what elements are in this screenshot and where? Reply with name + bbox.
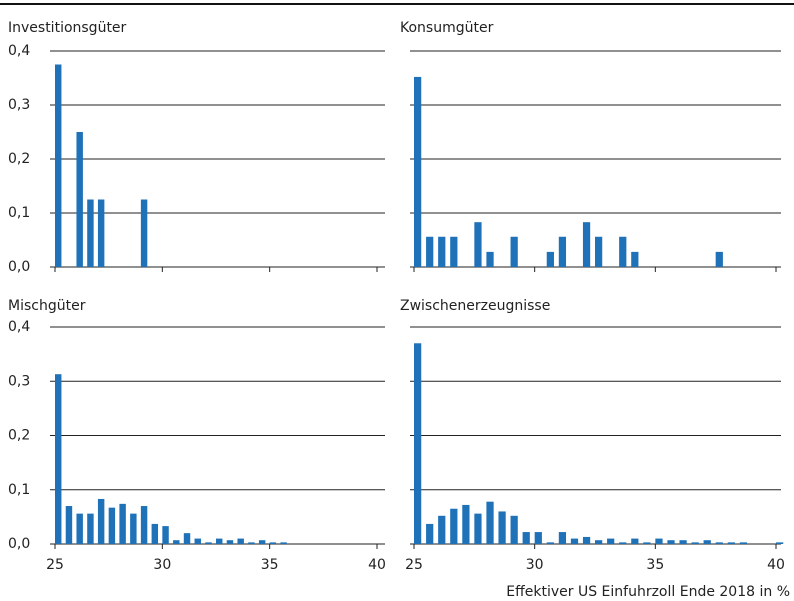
bar bbox=[715, 251, 723, 267]
bar bbox=[474, 513, 482, 544]
y-tick-label: 0,2 bbox=[8, 151, 30, 167]
bar bbox=[631, 251, 639, 267]
bar bbox=[194, 538, 201, 544]
bar bbox=[510, 236, 518, 267]
bar bbox=[87, 513, 94, 544]
bar bbox=[582, 536, 591, 544]
bar bbox=[582, 222, 591, 267]
bar bbox=[248, 542, 255, 544]
x-tick-label: 40 bbox=[368, 557, 386, 573]
bar bbox=[498, 511, 506, 544]
bar bbox=[655, 538, 663, 544]
bar bbox=[486, 251, 494, 267]
bar bbox=[140, 506, 148, 544]
bar bbox=[631, 538, 639, 544]
bar bbox=[558, 532, 567, 544]
bar bbox=[703, 540, 711, 544]
panel-title: Zwischenerzeugnisse bbox=[400, 298, 550, 314]
bar bbox=[162, 526, 169, 544]
bar bbox=[130, 513, 137, 544]
bar bbox=[55, 64, 62, 267]
bar bbox=[183, 533, 191, 544]
bar bbox=[280, 542, 287, 544]
bar bbox=[667, 540, 675, 544]
bar bbox=[76, 513, 83, 544]
bar bbox=[414, 76, 422, 267]
y-tick-label: 0,0 bbox=[8, 259, 30, 275]
bar bbox=[619, 236, 627, 267]
bar bbox=[691, 542, 699, 544]
bar bbox=[546, 542, 554, 544]
bar bbox=[216, 538, 223, 544]
x-tick-label: 30 bbox=[153, 557, 171, 573]
bar bbox=[607, 538, 615, 544]
y-tick-label: 0,1 bbox=[8, 482, 30, 498]
y-tick-label: 0,1 bbox=[8, 205, 30, 221]
bar bbox=[558, 236, 567, 267]
y-tick-label: 0,4 bbox=[8, 43, 30, 59]
bar bbox=[205, 542, 212, 544]
x-tick-label: 30 bbox=[526, 557, 544, 573]
bar bbox=[438, 515, 446, 544]
bar bbox=[595, 236, 603, 267]
bar bbox=[776, 542, 784, 544]
bar bbox=[97, 199, 105, 267]
bar bbox=[643, 542, 651, 544]
y-tick-label: 0,0 bbox=[8, 536, 30, 552]
x-tick-label: 35 bbox=[646, 557, 664, 573]
bar bbox=[450, 508, 458, 544]
bar bbox=[414, 343, 422, 544]
bar bbox=[76, 132, 83, 267]
bar bbox=[426, 236, 434, 267]
x-tick-label: 25 bbox=[46, 557, 64, 573]
bar bbox=[87, 199, 94, 267]
bar bbox=[151, 523, 159, 544]
bar bbox=[534, 532, 542, 544]
panel-title: Konsumgüter bbox=[400, 20, 494, 36]
bar bbox=[522, 532, 530, 544]
bar bbox=[426, 523, 434, 544]
x-axis-label: Effektiver US Einfuhrzoll Ende 2018 in % bbox=[506, 584, 790, 600]
bar bbox=[173, 540, 180, 544]
bar bbox=[462, 504, 470, 544]
bar bbox=[97, 498, 105, 544]
bar bbox=[119, 503, 126, 544]
bar bbox=[679, 540, 687, 544]
bar bbox=[570, 538, 579, 544]
bar bbox=[474, 222, 482, 267]
x-tick-label: 25 bbox=[405, 557, 423, 573]
bar bbox=[108, 507, 116, 544]
bar bbox=[55, 374, 62, 544]
bar bbox=[450, 236, 458, 267]
y-tick-label: 0,4 bbox=[8, 319, 30, 335]
bar bbox=[595, 540, 603, 544]
bar bbox=[510, 515, 518, 544]
y-tick-label: 0,3 bbox=[8, 97, 30, 113]
bar bbox=[226, 540, 234, 544]
panel-title: Investitionsgüter bbox=[8, 20, 127, 36]
bar bbox=[269, 542, 277, 544]
bar bbox=[65, 506, 73, 544]
bar bbox=[258, 540, 266, 544]
bar bbox=[727, 542, 735, 544]
bar bbox=[486, 501, 494, 544]
y-tick-label: 0,3 bbox=[8, 373, 30, 389]
bar bbox=[237, 538, 244, 544]
x-tick-label: 40 bbox=[767, 557, 785, 573]
y-tick-label: 0,2 bbox=[8, 428, 30, 444]
bar bbox=[438, 236, 446, 267]
bar bbox=[715, 542, 723, 544]
panel-title: Mischgüter bbox=[8, 298, 86, 314]
bar bbox=[619, 542, 627, 544]
x-tick-label: 35 bbox=[261, 557, 279, 573]
bar bbox=[140, 199, 148, 267]
bar bbox=[739, 542, 748, 544]
bar bbox=[546, 251, 554, 267]
